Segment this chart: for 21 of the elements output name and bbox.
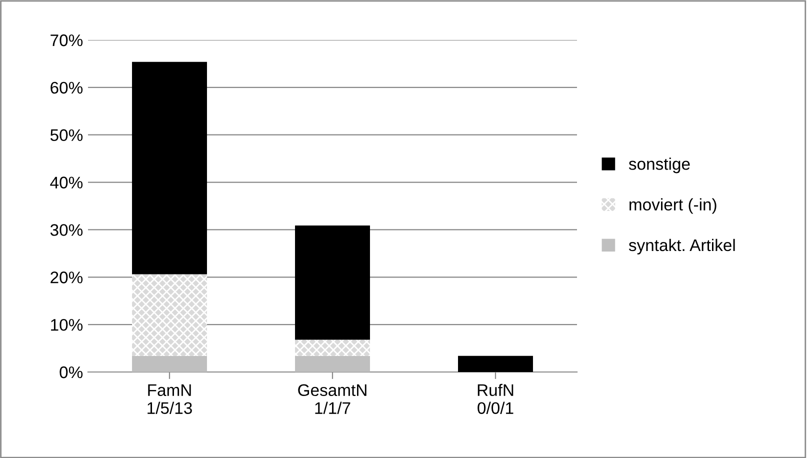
legend-label: moviert (-in)	[630, 198, 716, 214]
bar	[132, 356, 207, 372]
legend-label: sonstige	[628, 158, 690, 174]
bar	[458, 356, 533, 372]
bar	[132, 62, 207, 274]
y-tick-label: 20%	[50, 272, 83, 284]
legend-label: syntakt. Artikel	[628, 238, 735, 254]
bar	[132, 274, 207, 356]
y-tick-label: 40%	[50, 176, 83, 188]
y-tick-label: 60%	[50, 82, 83, 94]
x-tick-label: FamN 1/5/13	[148, 384, 192, 414]
bar	[295, 356, 370, 372]
y-tick-label: 0%	[60, 366, 83, 378]
y-tick-label: 50%	[50, 129, 83, 142]
x-tick-label: RufN 0/0/1	[478, 384, 514, 414]
y-tick-label: 30%	[50, 224, 83, 236]
y-tick-label: 10%	[51, 318, 83, 331]
bar	[295, 225, 370, 340]
y-tick-label: 70%	[50, 34, 83, 46]
x-tick-label: GesamtN 1/1/7	[298, 384, 366, 414]
bar	[295, 340, 370, 356]
